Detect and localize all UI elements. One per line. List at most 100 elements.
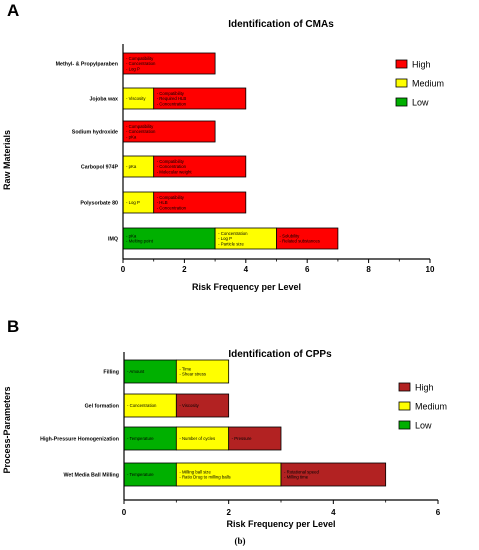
category-label: Wet Media Ball Milling: [63, 473, 119, 479]
x-tick-label: 0: [121, 265, 126, 274]
bar-high-pressure-homogenization: High-Pressure Homogenization - Temperatur…: [40, 426, 282, 451]
segment-label: - pKa: [126, 164, 137, 169]
legend-label-high: High: [415, 383, 434, 393]
legend: High Medium Low: [398, 382, 447, 431]
segment-label: - Log P: [126, 200, 140, 205]
segment-label: - Number of cycles: [179, 436, 215, 441]
segment-label: - Concentration: [157, 101, 187, 106]
segment-label: - pKa: [126, 234, 137, 239]
panel-a: A Identification of CMAs Raw Materials Meth…: [2, 1, 444, 292]
category-label: Carbopol 974P: [81, 165, 119, 171]
legend-label-high: High: [412, 60, 431, 70]
x-axis-title: Risk Frequency per Level: [226, 519, 335, 529]
category-label: Methyl- & Propylparaben: [56, 62, 118, 68]
category-label: Sodium hydroxide: [72, 130, 118, 136]
bar-jojoba-wax: Jojoba wax - Viscosity - Compatibility- Re…: [89, 87, 247, 110]
segment-label: - Log P: [218, 236, 232, 241]
segment-label: - Ratio Drug to milling balls: [179, 475, 230, 480]
segment-label: - Compatibility: [157, 91, 185, 96]
segment-label: - Compatibility: [126, 124, 154, 129]
segment-label: - Related substances: [280, 239, 320, 244]
bar-wet-media-ball-milling: Wet Media Ball Milling - Temperature - Mil…: [63, 462, 387, 487]
x-tick-label: 4: [331, 508, 336, 517]
bar-segment-high: [276, 227, 339, 250]
bar-segment-high: [228, 426, 282, 451]
x-tick-label: 6: [305, 265, 310, 274]
segment-label: - Concentration: [218, 231, 248, 236]
bar-segment-high: [280, 462, 387, 487]
legend-label-low: Low: [412, 98, 429, 108]
bar-segment-high: [175, 393, 230, 418]
bar-methyl-propylparaben: Methyl- & Propylparaben- Compatibility- …: [56, 52, 216, 75]
bar-filling: Filling - Amount - Time- Shear stress: [103, 359, 230, 384]
legend-swatch-medium: [395, 78, 408, 88]
bar-segment-high: [153, 87, 247, 110]
x-tick-label: 2: [226, 508, 231, 517]
panel-letter: A: [7, 1, 19, 20]
legend-label-medium: Medium: [412, 79, 444, 89]
legend-swatch-medium: [398, 401, 411, 411]
legend-swatch-low: [395, 97, 408, 107]
legend-swatch-low: [398, 420, 411, 430]
bar-imq: IMQ- pKa- Melting point- Concentration- …: [108, 227, 339, 250]
bar-sodium-hydroxide: Sodium hydroxide - Compatibility- Concent…: [72, 120, 216, 143]
bar-segment-high: [153, 155, 247, 178]
segment-label: - Solubility: [280, 234, 301, 239]
panel-b: B Identification of CPPs Process-Parameter…: [2, 317, 447, 529]
x-tick-label: 4: [244, 265, 249, 274]
y-axis-title: Process-Parameters: [2, 386, 12, 473]
legend-swatch-high: [398, 382, 411, 392]
category-label: Filling: [103, 370, 119, 376]
chart-title: Identification of CPPs: [228, 349, 332, 360]
segment-label: - Concentration: [126, 61, 156, 66]
category-label: Gel formation: [85, 404, 119, 410]
segment-label: - Rotational speed: [284, 470, 319, 475]
x-tick-label: 8: [366, 265, 371, 274]
figure-caption: (b): [235, 536, 246, 546]
segment-label: - Required HLB: [157, 96, 187, 101]
segment-label: - Log P: [126, 66, 140, 71]
bar-carbopol-974p: Carbopol 974P - pKa - Compatibility- Conce…: [81, 155, 247, 178]
y-axis-title: Raw Materials: [2, 130, 12, 190]
segment-label: - Molecular weight: [157, 169, 193, 174]
segment-label: - Time: [179, 367, 192, 372]
x-tick-label: 0: [122, 508, 127, 517]
chart-title: Identification of CMAs: [228, 19, 334, 30]
segment-label: - Viscosity: [179, 403, 199, 408]
x-tick-label: 10: [426, 265, 435, 274]
category-label: Jojoba wax: [89, 97, 118, 103]
bar-segment-high: [153, 191, 247, 214]
segment-label: - Concentration: [126, 129, 156, 134]
segment-label: - Compatibility: [126, 56, 154, 61]
segment-label: - Temperature: [127, 436, 154, 441]
segment-label: - Viscosity: [126, 96, 146, 101]
segment-label: - Compatibility: [157, 195, 185, 200]
segment-label: - Milling ball size: [179, 470, 211, 475]
legend-label-low: Low: [415, 421, 432, 431]
segment-label: - pKa: [126, 134, 137, 139]
segment-label: - Shear stress: [179, 372, 206, 377]
legend-swatch-high: [395, 59, 408, 69]
x-tick-label: 6: [436, 508, 441, 517]
bar-gel-formation: Gel formation - Concentration - Viscosity: [85, 393, 230, 418]
bar-segment-medium: [175, 359, 230, 384]
segment-label: - Particle size: [218, 241, 244, 246]
segment-label: - Temperature: [127, 472, 154, 477]
category-label: Polysorbate 80: [80, 201, 118, 207]
segment-label: - Milling time: [284, 475, 309, 480]
segment-label: - Melting point: [126, 239, 154, 244]
x-axis-title: Risk Frequency per Level: [192, 282, 301, 292]
segment-label: - Concentration: [127, 403, 157, 408]
segment-label: - Concentration: [157, 205, 187, 210]
segment-label: - Pressure: [232, 436, 252, 441]
segment-label: - Compatibility: [157, 159, 185, 164]
segment-label: - Amount: [127, 369, 145, 374]
x-tick-label: 2: [182, 265, 187, 274]
legend-label-medium: Medium: [415, 402, 447, 412]
category-label: High-Pressure Homogenization: [40, 437, 119, 443]
category-label: IMQ: [108, 237, 118, 243]
segment-label: - HLB: [157, 200, 168, 205]
bar-polysorbate-80: Polysorbate 80 - Log P - Compatibility- HL…: [80, 191, 247, 214]
legend: High Medium Low: [395, 59, 444, 108]
